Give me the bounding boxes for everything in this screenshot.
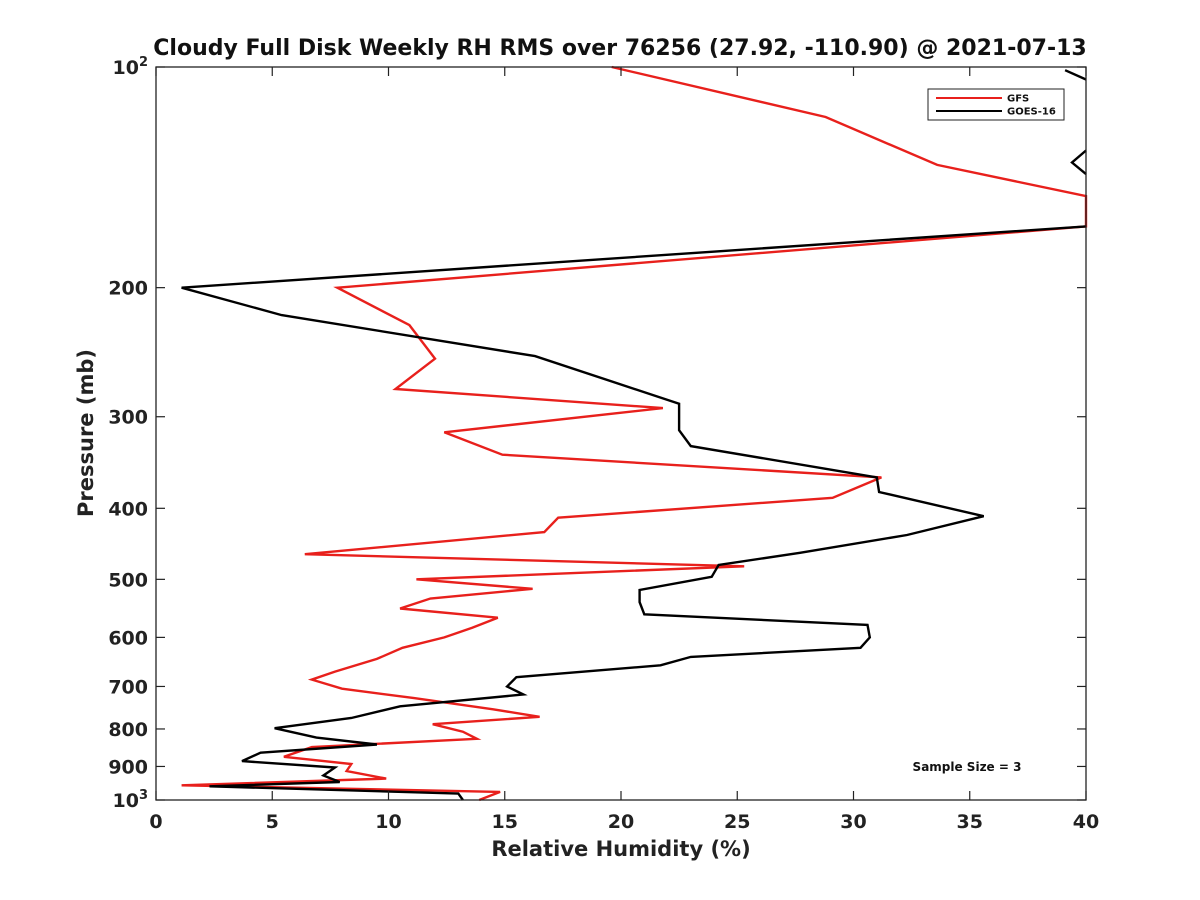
sample-size-annotation: Sample Size = 3 [913, 760, 1022, 774]
x-tick-label: 20 [608, 811, 634, 833]
y-tick-label: 800 [108, 719, 148, 741]
x-tick-label: 10 [375, 811, 401, 833]
x-axis-ticks: 0 5 10 15 20 25 30 35 40 [149, 67, 1099, 833]
y-tick-label: 600 [108, 627, 148, 649]
y-tick-label: 102 [113, 55, 149, 79]
legend-label-goes-16: GOES-16 [1007, 107, 1056, 118]
y-axis-label: Pressure (mb) [74, 349, 98, 517]
x-tick-label: 15 [492, 811, 518, 833]
legend-label-gfs: GFS [1007, 94, 1029, 105]
y-tick-label: 700 [108, 676, 148, 698]
series-line-gfs [181, 65, 1088, 802]
y-tick-label: 500 [108, 569, 148, 591]
series-line-goes-16 [181, 225, 1087, 801]
x-tick-label: 5 [266, 811, 279, 833]
x-tick-label: 0 [149, 811, 162, 833]
x-axis-label: Relative Humidity (%) [491, 837, 750, 861]
x-tick-label: 30 [840, 811, 866, 833]
y-tick-label: 300 [108, 407, 148, 429]
mid-right-off-scale-mark [1070, 149, 1087, 176]
y-axis-ticks: 102 200 300 400 500 600 700 800 900 103 [108, 55, 1086, 812]
plot-frame [155, 66, 1087, 801]
y-tick-label: 200 [108, 278, 148, 300]
chart-title: Cloudy Full Disk Weekly RH RMS over 7625… [153, 36, 1086, 61]
legend-box [927, 88, 1065, 121]
x-tick-label: 25 [724, 811, 750, 833]
plot-area [181, 65, 1088, 802]
x-tick-label: 35 [957, 811, 983, 833]
x-tick-label: 40 [1073, 811, 1099, 833]
y-tick-label: 900 [108, 756, 148, 778]
legend: GFS GOES-16 [927, 88, 1065, 121]
top-right-off-scale-mark [1064, 69, 1087, 81]
y-tick-label: 400 [108, 498, 148, 520]
y-tick-label: 103 [113, 788, 149, 812]
